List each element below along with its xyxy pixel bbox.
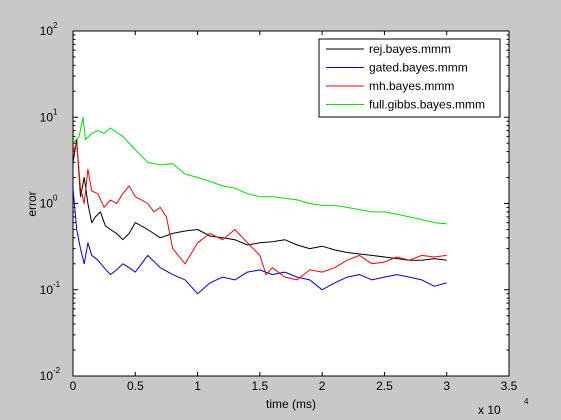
- x-tick-label: 1: [194, 379, 201, 393]
- x-axis-multiplier-text: x 10: [478, 403, 501, 417]
- x-tick-label: 2.5: [376, 379, 393, 393]
- legend-label-2: mh.bayes.mmm: [369, 79, 454, 93]
- x-axis-multiplier: x 10 4: [478, 397, 529, 417]
- y-tick-label: 10 0: [40, 194, 58, 211]
- y-tick-label-base: 10: [40, 197, 54, 211]
- series-line-2: [72, 142, 447, 281]
- x-axis-label: time (ms): [266, 397, 316, 411]
- y-tick-label: 10 2: [40, 21, 58, 38]
- y-tick-label: 10 -2: [40, 366, 61, 383]
- x-tick-label: 0: [70, 379, 77, 393]
- y-tick-label-base: 10: [40, 283, 54, 297]
- legend-label-0: rej.bayes.mmm: [369, 42, 451, 56]
- x-tick-label: 3.5: [501, 379, 518, 393]
- series-lines: [72, 116, 447, 295]
- y-tick-label: 10 -1: [40, 280, 61, 297]
- x-tick-label: 2: [319, 379, 326, 393]
- x-axis-multiplier-exponent: 4: [524, 397, 529, 406]
- y-tick-label-base: 10: [40, 369, 54, 383]
- series-line-0: [72, 139, 447, 261]
- y-axis-label: error: [25, 191, 39, 216]
- x-tick-label: 3: [443, 379, 450, 393]
- y-tick-label-exponent: -1: [53, 280, 61, 289]
- series-line-3: [72, 116, 447, 225]
- legend-label-1: gated.bayes.mmm: [369, 61, 468, 75]
- y-tick-label-base: 10: [40, 24, 54, 38]
- axis-ticks: [72, 30, 510, 377]
- y-tick-label-exponent: 2: [53, 21, 58, 30]
- y-tick-label-exponent: -2: [53, 366, 61, 375]
- y-tick-label: 10 1: [40, 107, 58, 124]
- x-tick-label: 1.5: [252, 379, 269, 393]
- y-tick-label-base: 10: [40, 110, 54, 124]
- legend: rej.bayes.mmm gated.bayes.mmm mh.bayes.mmm…: [318, 38, 501, 118]
- y-tick-label-exponent: 0: [53, 194, 58, 203]
- series-line-1: [72, 188, 447, 295]
- x-tick-label: 0.5: [127, 379, 144, 393]
- legend-label-3: full.gibbs.bayes.mmm: [369, 98, 485, 112]
- x-tick-labels: 0 0.5 1 1.5 2 2.5 3 3.5: [70, 379, 518, 393]
- y-tick-label-exponent: 1: [53, 107, 58, 116]
